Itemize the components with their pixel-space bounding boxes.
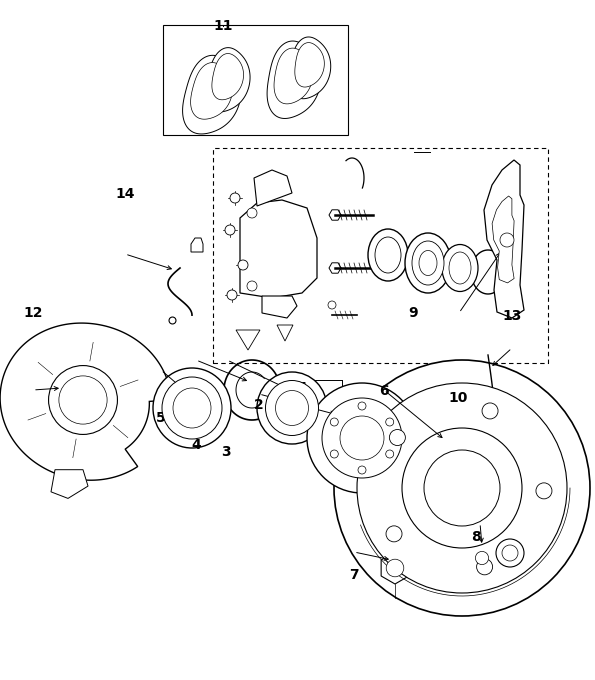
Text: 7: 7 <box>349 568 359 581</box>
Text: 14: 14 <box>115 187 134 201</box>
Text: 11: 11 <box>214 19 233 33</box>
Ellipse shape <box>173 388 211 428</box>
Circle shape <box>536 483 552 499</box>
Circle shape <box>330 418 339 426</box>
Polygon shape <box>183 55 241 134</box>
Circle shape <box>358 402 366 410</box>
Polygon shape <box>262 296 297 318</box>
Ellipse shape <box>162 377 222 439</box>
Circle shape <box>389 430 405 445</box>
Ellipse shape <box>449 252 471 284</box>
Polygon shape <box>274 48 312 104</box>
Polygon shape <box>295 43 324 87</box>
Circle shape <box>424 450 500 526</box>
Text: 1: 1 <box>299 381 308 394</box>
Ellipse shape <box>412 241 444 285</box>
Ellipse shape <box>265 381 318 435</box>
Text: 5: 5 <box>156 411 165 425</box>
Circle shape <box>477 559 493 575</box>
Circle shape <box>496 539 524 567</box>
Bar <box>213 148 548 363</box>
Circle shape <box>230 193 240 203</box>
Polygon shape <box>51 470 88 498</box>
Ellipse shape <box>257 372 327 444</box>
Ellipse shape <box>375 237 401 273</box>
Ellipse shape <box>368 229 408 281</box>
Circle shape <box>358 466 366 474</box>
Text: 4: 4 <box>192 439 201 452</box>
Circle shape <box>475 551 488 564</box>
Ellipse shape <box>275 390 308 426</box>
Text: 10: 10 <box>449 391 468 405</box>
Polygon shape <box>254 170 292 206</box>
Polygon shape <box>206 48 250 112</box>
Polygon shape <box>240 200 317 298</box>
Polygon shape <box>267 41 321 118</box>
Circle shape <box>502 545 518 561</box>
Circle shape <box>238 260 248 270</box>
Text: 3: 3 <box>221 445 231 459</box>
Ellipse shape <box>419 250 437 275</box>
Text: 12: 12 <box>23 306 42 320</box>
Circle shape <box>337 410 347 420</box>
Text: 8: 8 <box>471 530 481 544</box>
Polygon shape <box>0 323 171 480</box>
Circle shape <box>402 428 522 548</box>
Circle shape <box>247 208 257 218</box>
Circle shape <box>340 416 384 460</box>
Polygon shape <box>212 54 243 100</box>
Polygon shape <box>277 325 293 341</box>
Circle shape <box>386 450 394 458</box>
Polygon shape <box>290 37 331 99</box>
Text: 2: 2 <box>254 398 264 411</box>
Ellipse shape <box>153 368 231 448</box>
Circle shape <box>386 559 404 577</box>
Circle shape <box>247 281 257 291</box>
Circle shape <box>322 398 402 478</box>
Circle shape <box>49 366 117 435</box>
Circle shape <box>307 383 417 493</box>
Ellipse shape <box>442 245 478 292</box>
Ellipse shape <box>405 233 451 293</box>
Polygon shape <box>236 330 260 350</box>
Polygon shape <box>190 63 233 119</box>
Polygon shape <box>484 160 524 318</box>
Circle shape <box>357 383 567 593</box>
Circle shape <box>334 360 590 616</box>
Text: 13: 13 <box>502 309 521 323</box>
Polygon shape <box>492 196 514 283</box>
Bar <box>163 25 348 135</box>
Circle shape <box>328 301 336 309</box>
Circle shape <box>386 526 402 542</box>
Circle shape <box>59 376 107 424</box>
Circle shape <box>386 418 394 426</box>
Circle shape <box>227 290 237 300</box>
Polygon shape <box>191 238 203 252</box>
Text: 9: 9 <box>409 306 418 320</box>
Circle shape <box>482 403 498 419</box>
Circle shape <box>225 225 235 235</box>
Text: 6: 6 <box>379 384 389 398</box>
Circle shape <box>519 413 533 427</box>
Circle shape <box>500 233 514 247</box>
Circle shape <box>330 450 339 458</box>
